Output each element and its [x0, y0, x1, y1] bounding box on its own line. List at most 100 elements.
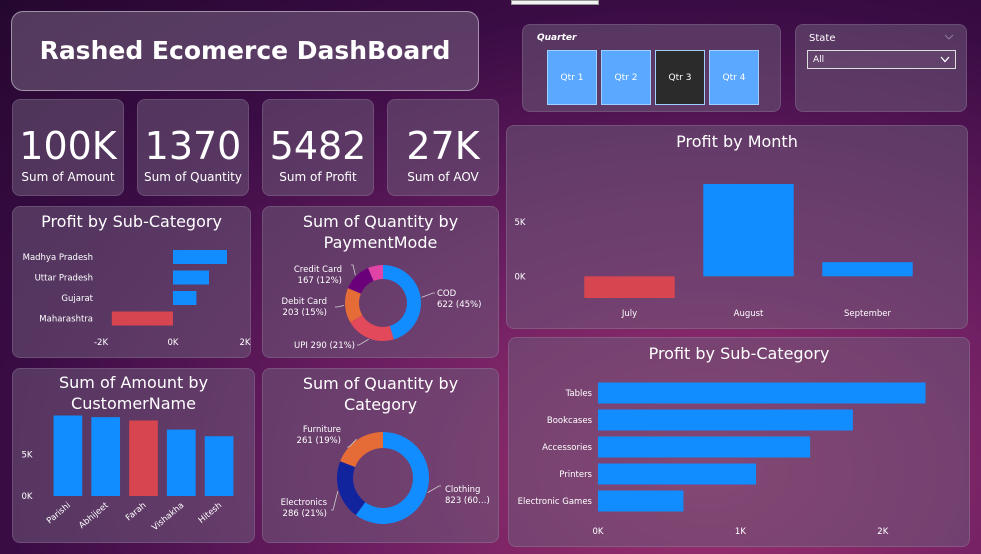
state-slicer: State All: [795, 24, 967, 112]
slice-label: Debit Card: [282, 297, 327, 307]
leader-line: [331, 490, 339, 511]
y-tick-label: 0K: [515, 272, 526, 282]
x-tick-label: 2K: [877, 527, 888, 537]
chevron-down-icon: [940, 56, 950, 63]
bar: [703, 184, 794, 277]
window-top-strip: [511, 0, 599, 5]
donut-slice: [383, 265, 421, 340]
category-label: Gujarat: [61, 294, 93, 304]
eraser-icon[interactable]: [944, 33, 954, 41]
slice-label: Clothing: [445, 485, 480, 495]
slice-label: 286 (21%): [283, 509, 327, 519]
profit-month-chart: July August September 0K 5K: [515, 184, 913, 319]
category-label: Electronic Games: [518, 497, 593, 507]
x-tick-label: 0K: [593, 527, 604, 537]
leader-line: [347, 438, 357, 448]
chart-card-profit-subcategory-large: Profit by Sub-Category Tables Bookcases Ac…: [508, 337, 970, 547]
quarter-option-qtr2[interactable]: Qtr 2: [601, 50, 651, 105]
kpi-card-profit: 5482 Sum of Profit: [262, 99, 374, 196]
y-tick-label: 5K: [515, 218, 526, 228]
quarter-option-qtr4[interactable]: Qtr 4: [709, 50, 759, 105]
donut-slice: [340, 432, 383, 468]
category-label: Farah: [124, 501, 148, 524]
bar: [173, 250, 227, 264]
quarter-option-label: Qtr 1: [560, 72, 584, 83]
y-tick-label: 0K: [22, 492, 33, 502]
bar: [111, 311, 173, 326]
bar: [598, 490, 684, 512]
kpi-card-aov: 27K Sum of AOV: [387, 99, 499, 196]
category-label: Maharashtra: [39, 315, 93, 325]
chart-title: Profit by Sub-Category: [648, 344, 830, 363]
leader-line: [427, 485, 441, 493]
category-label: Parishi: [45, 501, 73, 527]
category-label: Vishakha: [150, 501, 186, 533]
bar: [598, 436, 811, 458]
profit-subcategory-small-chart: Madhya Pradesh Uttar Pradesh Gujarat Mahara…: [23, 250, 251, 348]
category-label: August: [734, 309, 764, 319]
slice-label: Credit Card: [294, 265, 342, 275]
bar: [204, 436, 234, 496]
bar: [822, 262, 913, 277]
x-tick-label: 2K: [240, 338, 251, 348]
quarter-option-label: Qtr 4: [722, 72, 746, 83]
donut-slice: [345, 288, 363, 323]
category-label: Madhya Pradesh: [23, 253, 93, 263]
quarter-slicer: Quarter Qtr 1 Qtr 2 Qtr 3 Qtr 4: [522, 24, 781, 112]
kpi-label: Sum of Profit: [279, 170, 357, 184]
chart-card-quantity-paymentmode: Sum of Quantity by PaymentMode COD 622 (4…: [262, 206, 499, 358]
kpi-card-amount: 100K Sum of Amount: [12, 99, 124, 196]
slice-label: Electronics: [281, 498, 328, 508]
category-label: September: [844, 309, 891, 319]
slice-label: 167 (12%): [298, 276, 342, 286]
slice-label: 261 (19%): [297, 436, 341, 446]
donut-slice: [368, 265, 383, 281]
x-tick-label: 0K: [168, 338, 179, 348]
profit-subcategory-large-chart: Tables Bookcases Accessories Printers Electr…: [518, 382, 926, 537]
title-card: Rashed Ecomerce DashBoard: [11, 11, 479, 91]
bar: [166, 429, 196, 496]
kpi-label: Sum of Quantity: [144, 170, 242, 184]
chart-title: Profit by Sub-Category: [41, 212, 222, 231]
state-dropdown[interactable]: All: [807, 50, 956, 69]
quarter-option-qtr3[interactable]: Qtr 3: [655, 50, 705, 105]
category-label: Abhijeet: [77, 500, 111, 531]
kpi-value: 1370: [144, 124, 242, 168]
kpi-card-quantity: 1370 Sum of Quantity: [137, 99, 249, 196]
slice-label: COD: [437, 289, 457, 299]
leader-line: [357, 338, 369, 346]
kpi-label: Sum of AOV: [407, 170, 479, 184]
donut-slice: [337, 461, 366, 516]
category-label: Tables: [565, 389, 593, 399]
leader-line: [335, 305, 345, 308]
x-tick-label: 1K: [735, 527, 746, 537]
kpi-value: 100K: [19, 124, 117, 168]
chart-title: Profit by Month: [676, 132, 798, 151]
state-slicer-label: State: [809, 33, 836, 44]
page-title: Rashed Ecomerce DashBoard: [39, 36, 451, 65]
kpi-label: Sum of Amount: [21, 170, 115, 184]
category-label: Hitesh: [197, 501, 224, 526]
kpi-value: 27K: [406, 124, 480, 168]
bar: [173, 291, 197, 305]
quarter-slicer-label: Quarter: [537, 33, 577, 43]
category-label: Bookcases: [547, 416, 593, 426]
chart-card-amount-customer: Sum of Amount by CustomerName Parishi Abh…: [12, 368, 255, 543]
slice-label: 823 (60…): [445, 496, 490, 506]
category-label: Printers: [559, 470, 592, 480]
category-label: Uttar Pradesh: [35, 274, 93, 284]
bar: [91, 417, 121, 496]
category-label: Accessories: [542, 443, 592, 453]
chart-title: Sum of Amount by CustomerName: [58, 373, 209, 413]
donut-slice: [350, 315, 394, 341]
slice-label: 622 (45%): [437, 300, 481, 310]
slice-label: Furniture: [303, 425, 341, 435]
category-label: July: [621, 309, 637, 319]
donut-slice: [348, 268, 374, 294]
amount-customer-chart: Parishi Abhijeet Farah Vishakha Hitesh 0K 5K: [22, 415, 234, 533]
quarter-option-qtr1[interactable]: Qtr 1: [547, 50, 597, 105]
leader-line: [351, 264, 356, 276]
bar: [129, 420, 158, 496]
